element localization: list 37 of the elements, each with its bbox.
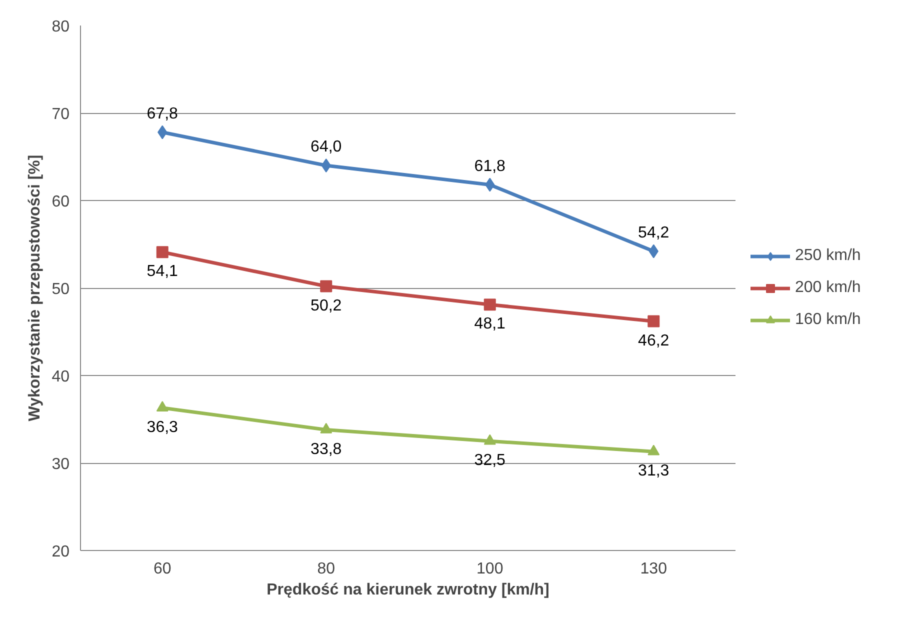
y-tick-label: 80: [52, 18, 70, 36]
x-tick-label: 100: [476, 560, 504, 578]
legend-label: 160 km/h: [795, 310, 861, 328]
y-tick-label: 60: [52, 194, 70, 210]
point: [484, 298, 496, 311]
data-label: 33,8: [310, 440, 342, 458]
data-label: 36,3: [146, 418, 178, 436]
point: [648, 444, 660, 456]
y-tick-label: 50: [52, 281, 70, 298]
data-label: 54,1: [146, 263, 178, 280]
data-label: 31,3: [638, 462, 670, 480]
y-tick-label: 70: [52, 106, 70, 123]
x-tick-label: 130: [640, 560, 668, 578]
point: [156, 401, 168, 412]
y-tick-label: 20: [52, 544, 70, 560]
legend-label: 250 km/h: [795, 246, 861, 264]
point: [484, 434, 496, 445]
data-label: 50,2: [310, 297, 342, 314]
data-label: 46,2: [638, 332, 670, 350]
point: [156, 246, 168, 258]
data-label: 61,8: [474, 158, 506, 175]
legend-label: 200 km/h: [795, 278, 861, 296]
x-tick-label: 80: [317, 560, 336, 578]
y-axis-title: Wykorzystanie przepustowości [%]: [26, 154, 44, 422]
data-label: 54,2: [638, 224, 670, 242]
point: [321, 158, 331, 172]
x-axis-title: Prędkość na kierunek zwrotny [km/h]: [266, 582, 550, 598]
data-label: 64,0: [310, 138, 342, 156]
point: [648, 315, 660, 328]
y-tick-label: 40: [52, 368, 70, 386]
point: [320, 422, 332, 434]
x-tick-label: 60: [153, 560, 172, 578]
y-tick-label: 30: [52, 456, 70, 473]
data-label: 48,1: [474, 316, 506, 333]
data-label: 32,5: [474, 452, 506, 470]
point: [320, 280, 332, 292]
data-label: 67,8: [146, 105, 178, 122]
